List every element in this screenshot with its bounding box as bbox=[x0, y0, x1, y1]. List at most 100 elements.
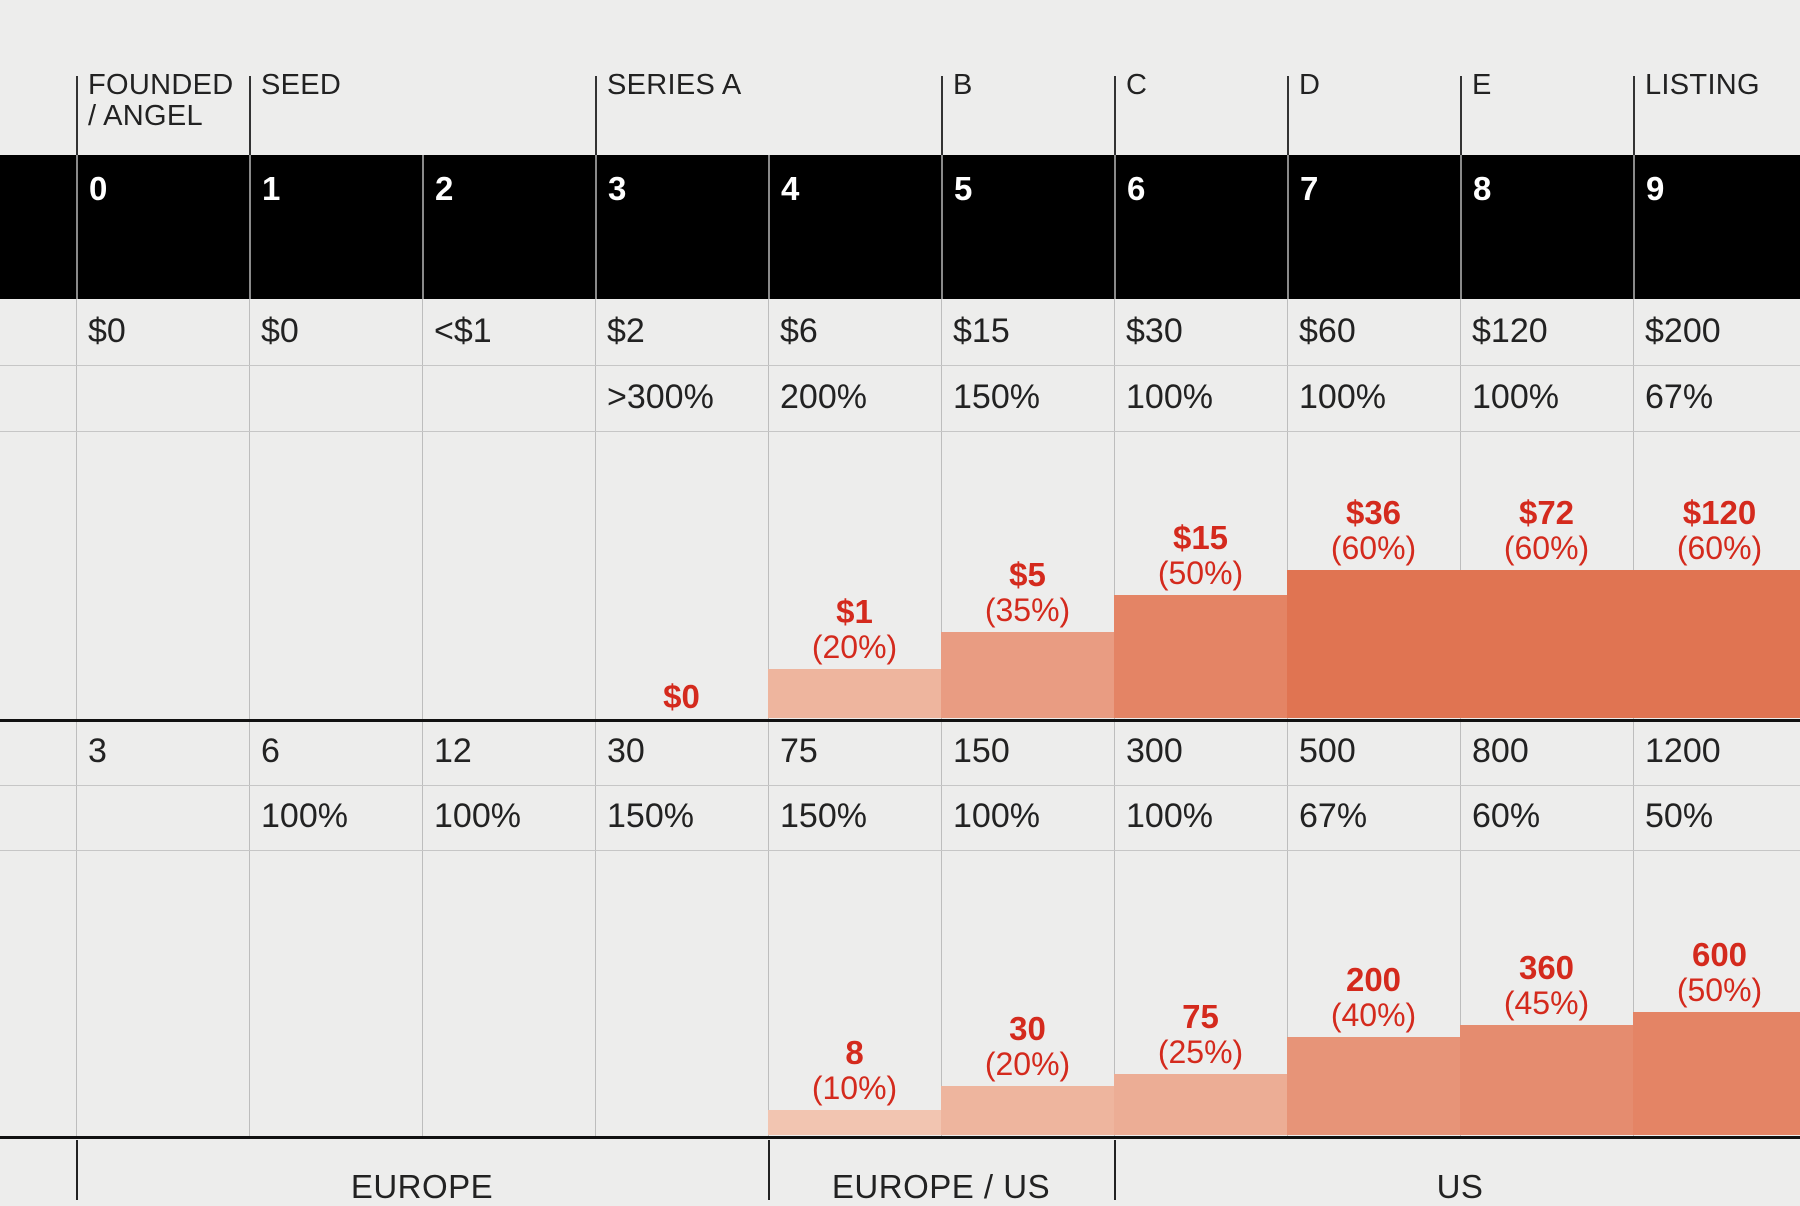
valuation-share-percent-label: (60%) bbox=[1460, 531, 1633, 565]
stage-divider bbox=[1633, 76, 1635, 156]
stage-label: SEED bbox=[261, 70, 341, 101]
employee-share-bar bbox=[1287, 1037, 1460, 1135]
employees-growth-cell: 100% bbox=[1126, 797, 1213, 836]
valuation-share-value-label: $120 bbox=[1633, 496, 1800, 530]
valuation-share-value-label: $5 bbox=[941, 558, 1114, 592]
valuation-share-value-label: $72 bbox=[1460, 496, 1633, 530]
valuation-cell: $200 bbox=[1645, 312, 1721, 351]
stage-label: C bbox=[1126, 70, 1147, 101]
stage-divider bbox=[1287, 76, 1289, 156]
employee-share-value-label: 600 bbox=[1633, 938, 1800, 972]
employees-cell: 1200 bbox=[1645, 732, 1721, 771]
valuation-share-bar bbox=[1287, 570, 1460, 718]
employee-share-percent-label: (50%) bbox=[1633, 973, 1800, 1007]
valuation-share-value-label: $0 bbox=[595, 680, 768, 714]
round-number: 4 bbox=[781, 170, 799, 208]
region-label: US bbox=[1114, 1168, 1800, 1206]
employees-growth-cell: 67% bbox=[1299, 797, 1367, 836]
valuation-growth-cell: 100% bbox=[1126, 378, 1213, 417]
valuation-share-bar bbox=[941, 632, 1114, 718]
stage-label: E bbox=[1472, 70, 1492, 101]
round-divider bbox=[1633, 155, 1635, 299]
stage-divider bbox=[1114, 76, 1116, 156]
employee-share-bar bbox=[768, 1110, 941, 1135]
grid-column-line bbox=[76, 299, 77, 1137]
region-label: EUROPE bbox=[76, 1168, 768, 1206]
region-label: EUROPE / US bbox=[768, 1168, 1114, 1206]
employee-share-value-label: 8 bbox=[768, 1036, 941, 1070]
grid-row-line bbox=[0, 365, 1800, 366]
grid-column-line bbox=[768, 299, 769, 1137]
valuation-growth-cell: 67% bbox=[1645, 378, 1713, 417]
stage-divider bbox=[1460, 76, 1462, 156]
employee-share-value-label: 75 bbox=[1114, 1000, 1287, 1034]
employees-cell: 12 bbox=[434, 732, 472, 771]
stage-divider bbox=[76, 76, 78, 156]
valuation-share-bar bbox=[768, 669, 941, 718]
employees-growth-cell: 100% bbox=[434, 797, 521, 836]
valuation-share-value-label: $15 bbox=[1114, 521, 1287, 555]
valuation-share-percent-label: (20%) bbox=[768, 630, 941, 664]
valuation-cell: $6 bbox=[780, 312, 818, 351]
employee-share-value-label: 360 bbox=[1460, 951, 1633, 985]
employees-growth-cell: 150% bbox=[780, 797, 867, 836]
valuation-share-percent-label: (60%) bbox=[1287, 531, 1460, 565]
valuation-cell: $120 bbox=[1472, 312, 1548, 351]
stage-label: D bbox=[1299, 70, 1320, 101]
employee-share-percent-label: (10%) bbox=[768, 1071, 941, 1105]
employees-cell: 6 bbox=[261, 732, 280, 771]
stage-divider bbox=[249, 76, 251, 156]
stage-label: LISTING bbox=[1645, 70, 1760, 101]
valuation-share-bar bbox=[1633, 570, 1800, 718]
round-divider bbox=[595, 155, 597, 299]
round-divider bbox=[1114, 155, 1116, 299]
employee-share-percent-label: (25%) bbox=[1114, 1035, 1287, 1069]
round-number: 3 bbox=[608, 170, 626, 208]
employees-cell: 30 bbox=[607, 732, 645, 771]
round-divider bbox=[422, 155, 424, 299]
employees-cell: 75 bbox=[780, 732, 818, 771]
valuation-share-percent-label: (50%) bbox=[1114, 556, 1287, 590]
round-number: 9 bbox=[1646, 170, 1664, 208]
stage-label: SERIES A bbox=[607, 70, 742, 101]
round-divider bbox=[768, 155, 770, 299]
employee-share-percent-label: (45%) bbox=[1460, 986, 1633, 1020]
grid-column-line bbox=[595, 299, 596, 1137]
valuation-growth-cell: 150% bbox=[953, 378, 1040, 417]
employees-growth-cell: 60% bbox=[1472, 797, 1540, 836]
employee-share-bar bbox=[941, 1086, 1114, 1135]
valuation-growth-cell: >300% bbox=[607, 378, 714, 417]
employee-share-bar bbox=[1633, 1012, 1800, 1135]
valuation-growth-cell: 200% bbox=[780, 378, 867, 417]
chart-baseline bbox=[0, 1136, 1800, 1139]
round-number: 0 bbox=[89, 170, 107, 208]
grid-row-line bbox=[0, 850, 1800, 851]
valuation-cell: $30 bbox=[1126, 312, 1183, 351]
valuation-share-bar bbox=[1460, 570, 1633, 718]
round-divider bbox=[249, 155, 251, 299]
valuation-share-percent-label: (35%) bbox=[941, 593, 1114, 627]
stage-divider bbox=[595, 76, 597, 156]
valuation-cell: $2 bbox=[607, 312, 645, 351]
employees-cell: 150 bbox=[953, 732, 1010, 771]
round-number: 8 bbox=[1473, 170, 1491, 208]
valuation-cell: $60 bbox=[1299, 312, 1356, 351]
valuation-cell: $15 bbox=[953, 312, 1010, 351]
round-divider bbox=[1460, 155, 1462, 299]
employees-cell: 3 bbox=[88, 732, 107, 771]
employee-share-percent-label: (20%) bbox=[941, 1047, 1114, 1081]
valuation-share-percent-label: (60%) bbox=[1633, 531, 1800, 565]
employee-share-value-label: 200 bbox=[1287, 963, 1460, 997]
stage-label: FOUNDED / ANGEL bbox=[88, 70, 234, 132]
employee-share-percent-label: (40%) bbox=[1287, 998, 1460, 1032]
round-divider bbox=[76, 155, 78, 299]
employees-growth-cell: 100% bbox=[261, 797, 348, 836]
employees-cell: 500 bbox=[1299, 732, 1356, 771]
round-number: 7 bbox=[1300, 170, 1318, 208]
employee-share-bar bbox=[1114, 1074, 1287, 1135]
chart-baseline bbox=[0, 719, 1800, 722]
round-number: 6 bbox=[1127, 170, 1145, 208]
round-divider bbox=[941, 155, 943, 299]
employees-growth-cell: 100% bbox=[953, 797, 1040, 836]
valuation-growth-cell: 100% bbox=[1472, 378, 1559, 417]
